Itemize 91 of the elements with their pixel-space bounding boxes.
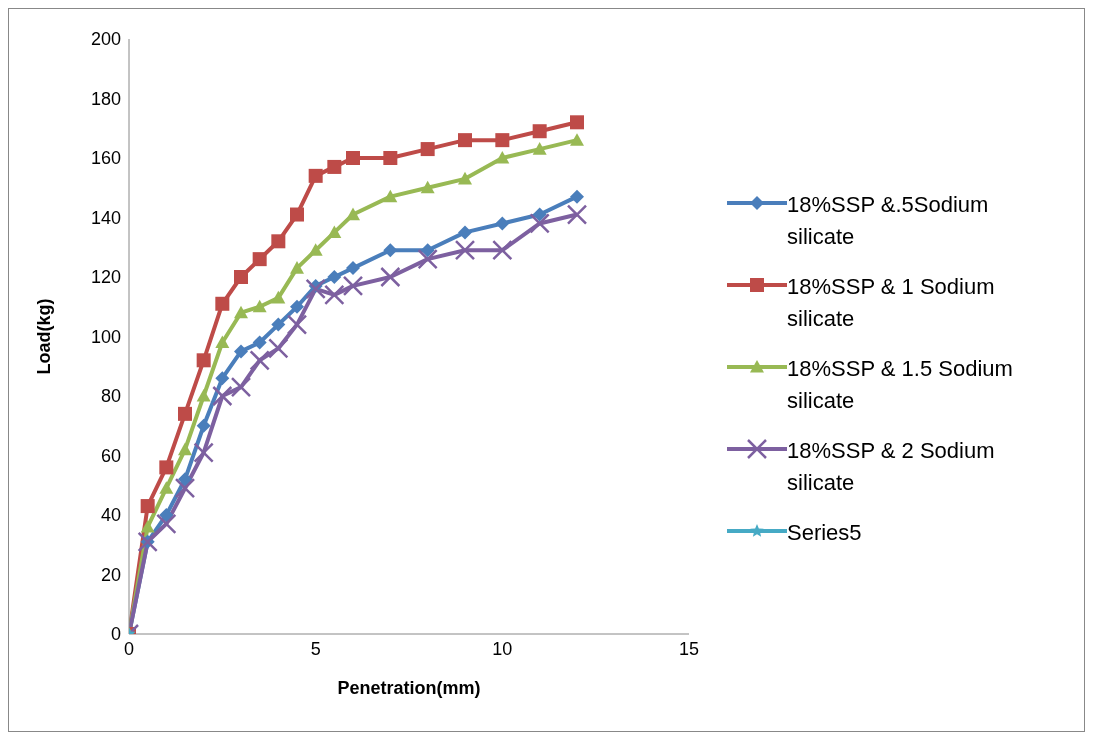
point (458, 133, 472, 148)
point (159, 481, 174, 494)
point (305, 278, 326, 300)
y-tick-label: 20 (100, 564, 121, 585)
point (383, 151, 398, 165)
point (268, 338, 289, 359)
y-tick-label: 60 (100, 445, 121, 466)
point (383, 189, 398, 203)
point (532, 124, 547, 139)
point (308, 168, 323, 183)
y-tick-label: 100 (90, 326, 121, 347)
point (532, 207, 547, 222)
point (196, 389, 211, 402)
point (495, 133, 510, 148)
point (420, 243, 435, 258)
point (420, 142, 435, 157)
point (492, 239, 513, 261)
point (215, 371, 230, 386)
legend-label: 18%SSP & 1 Sodium silicate (787, 273, 996, 333)
y-tick-label: 200 (90, 29, 121, 50)
x-tick-label: 0 (123, 638, 135, 659)
point (454, 239, 476, 261)
point (290, 207, 304, 222)
point (156, 513, 177, 535)
point (327, 225, 342, 238)
point (570, 133, 584, 146)
x-tick-label: 5 (310, 638, 321, 659)
point (196, 353, 211, 368)
point (159, 460, 174, 475)
point (178, 442, 192, 456)
y-tick-label: 180 (90, 88, 121, 109)
point (383, 243, 398, 258)
legend-label: 18%SSP &.5Sodium silicate (787, 191, 990, 251)
point (570, 115, 584, 130)
y-tick-label: 80 (100, 386, 121, 407)
y-tick-label: 40 (100, 505, 121, 526)
point (159, 508, 174, 522)
point (420, 180, 435, 194)
point (249, 350, 270, 371)
y-tick-label: 0 (110, 624, 121, 645)
point (193, 442, 214, 463)
y-axis-title: Load(kg) (34, 298, 55, 375)
point (271, 234, 286, 249)
legend-label: 18%SSP & 1.5 Sodium silicate (787, 355, 1014, 415)
point (252, 335, 267, 350)
point (286, 314, 308, 335)
point (140, 519, 155, 533)
x-tick-label: 10 (492, 638, 513, 659)
point (290, 299, 304, 314)
point (346, 207, 360, 221)
x-axis-title: Penetration(mm) (337, 678, 481, 698)
point (215, 296, 230, 311)
y-tick-label: 160 (90, 148, 121, 169)
point (252, 252, 267, 267)
point (234, 305, 248, 319)
point (174, 477, 196, 499)
point (532, 142, 547, 155)
point (252, 299, 267, 313)
point (178, 472, 192, 487)
point (234, 344, 248, 359)
legend-label: 18%SSP & 2 Sodium silicate (787, 437, 996, 497)
y-tick-label: 120 (90, 267, 121, 288)
point (458, 171, 472, 185)
point (271, 290, 286, 304)
point (290, 261, 304, 274)
point (327, 159, 342, 174)
point (346, 151, 360, 165)
point (495, 216, 510, 231)
point (342, 275, 364, 297)
point (234, 270, 248, 284)
point (417, 248, 438, 270)
point (327, 270, 342, 284)
point (324, 284, 345, 306)
point (178, 406, 192, 421)
point (529, 213, 550, 234)
point (566, 204, 588, 225)
point (495, 151, 510, 164)
y-tick-label: 140 (90, 207, 121, 228)
point (271, 317, 286, 332)
point (215, 335, 230, 349)
point (380, 266, 401, 288)
point (212, 385, 233, 407)
point (346, 261, 360, 276)
point (230, 376, 252, 398)
legend-label: Series5 (787, 519, 863, 547)
point (196, 418, 211, 433)
x-tick-label: 15 (678, 638, 700, 659)
point (570, 189, 584, 204)
point (140, 499, 155, 514)
point (308, 243, 323, 256)
point (458, 225, 472, 240)
